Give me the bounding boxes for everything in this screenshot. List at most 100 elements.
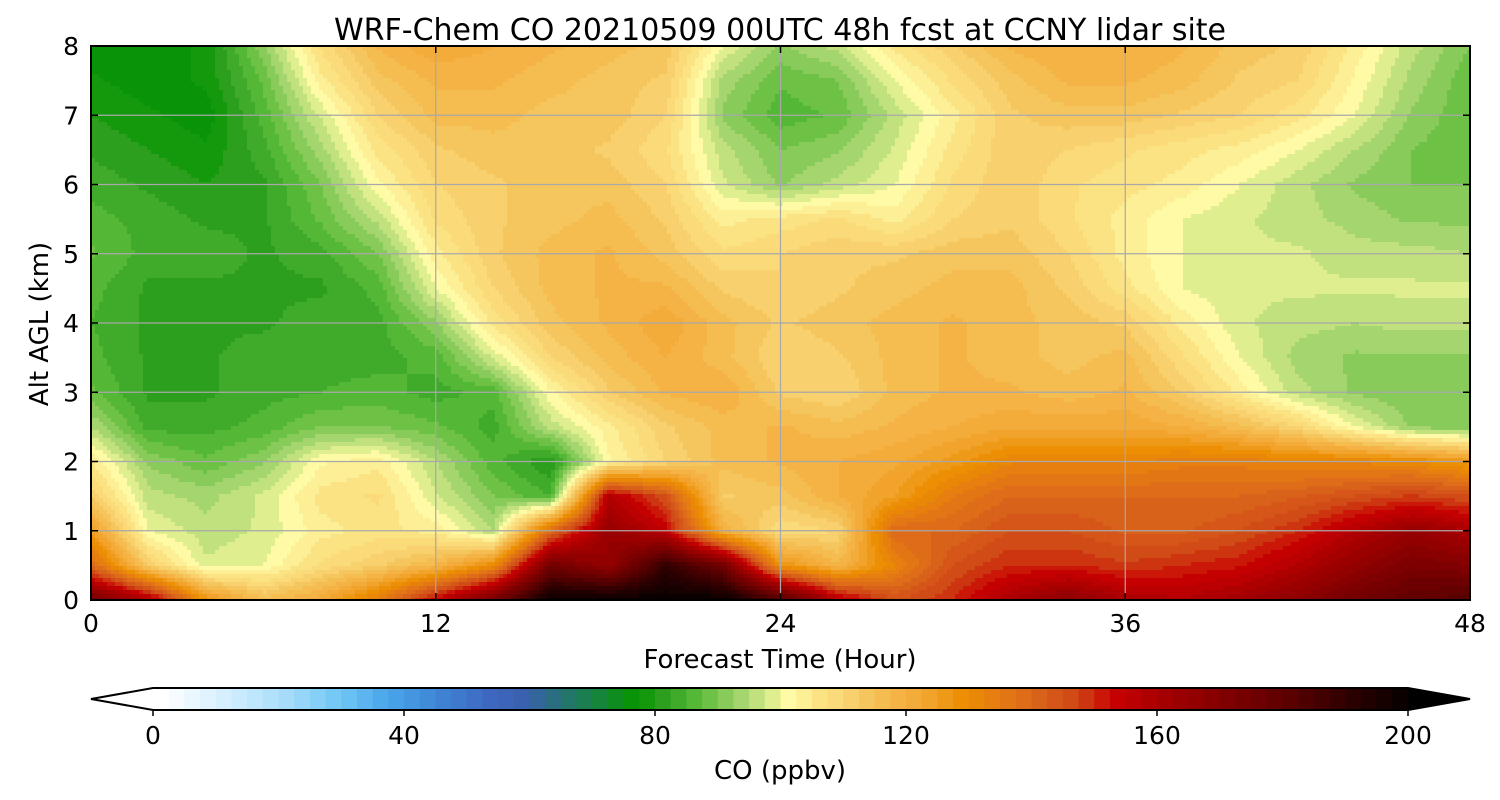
colorbar: 0 40 80 120 160 200 [91,688,1470,750]
y-tick-label: 0 [63,586,79,615]
colorbar-swatch [1283,688,1299,710]
colorbar-swatch [153,688,169,710]
colorbar-swatch [184,688,200,710]
colorbar-swatch [1000,688,1016,710]
colorbar-swatch [1188,688,1204,710]
colorbar-swatch [733,688,749,710]
y-tick-label: 6 [63,171,79,200]
y-axis-label: Alt AGL (km) [25,242,55,406]
colorbar-swatch [781,688,797,710]
y-tick-label: 8 [63,32,79,61]
x-tick-label: 12 [420,609,452,638]
colorbar-tick-label: 80 [639,721,671,750]
colorbar-swatch [1157,688,1173,710]
colorbar-swatch [592,688,608,710]
colorbar-swatch [718,688,734,710]
colorbar-swatch [1047,688,1063,710]
colorbar-swatch [655,688,671,710]
colorbar-tick-label: 120 [882,721,930,750]
colorbar-swatch [937,688,953,710]
colorbar-swatch [608,688,624,710]
colorbar-swatch [294,688,310,710]
colorbar-swatch [1173,688,1189,710]
colorbar-min-extension [91,688,153,710]
colorbar-swatch [1094,688,1110,710]
colorbar-swatch [1298,688,1314,710]
colorbar-swatch [906,688,922,710]
colorbar-swatch [1016,688,1032,710]
colorbar-swatch [388,688,404,710]
colorbar-swatch [435,688,451,710]
colorbar-swatch [671,688,687,710]
colorbar-swatch [169,688,185,710]
y-tick-label: 7 [63,101,79,130]
x-tick-label: 24 [765,609,797,638]
colorbar-swatch [404,688,420,710]
chart-title: WRF-Chem CO 20210509 00UTC 48h fcst at C… [334,13,1226,48]
colorbar-swatch [1330,688,1346,710]
y-tick-label: 4 [63,309,79,338]
colorbar-swatch [561,688,577,710]
colorbar-label: CO (ppbv) [714,756,846,786]
colorbar-swatch [1377,688,1393,710]
colorbar-swatch [577,688,593,710]
colorbar-swatch [1063,688,1079,710]
colorbar-swatch [624,688,640,710]
colorbar-swatch [843,688,859,710]
colorbar-swatch [639,688,655,710]
colorbar-swatch [1204,688,1220,710]
colorbar-swatch [420,688,436,710]
colorbar-swatch [1392,688,1408,710]
colorbar-swatch [922,688,938,710]
y-tick-label: 1 [63,517,79,546]
colorbar-swatch [357,688,373,710]
colorbar-swatch [1267,688,1283,710]
colorbar-tick-label: 160 [1133,721,1181,750]
colorbar-swatch [984,688,1000,710]
colorbar-swatch [969,688,985,710]
colorbar-swatch [1220,688,1236,710]
colorbar-swatch [1032,688,1048,710]
colorbar-swatch [467,688,483,710]
colorbar-swatch [1314,688,1330,710]
colorbar-swatch [686,688,702,710]
colorbar-swatch [545,688,561,710]
colorbar-swatch [765,688,781,710]
x-axis-label: Forecast Time (Hour) [643,645,916,675]
colorbar-swatch [1126,688,1142,710]
colorbar-swatch [341,688,357,710]
colorbar-swatch [530,688,546,710]
colorbar-swatch [247,688,263,710]
colorbar-swatch [812,688,828,710]
x-tick-label: 0 [83,609,99,638]
y-tick-label: 3 [63,378,79,407]
colorbar-swatch [451,688,467,710]
colorbar-swatch [859,688,875,710]
colorbar-swatch [953,688,969,710]
colorbar-swatch [1235,688,1251,710]
colorbar-swatch [514,688,530,710]
y-tick-label: 5 [63,240,79,269]
colorbar-tick-label: 40 [388,721,420,750]
colorbar-swatch [1361,688,1377,710]
colorbar-swatch [498,688,514,710]
colorbar-swatch [373,688,389,710]
x-tick-label: 48 [1454,609,1486,638]
colorbar-max-extension [1408,688,1470,710]
colorbar-swatch [326,688,342,710]
colorbar-swatch [1345,688,1361,710]
colorbar-swatch [231,688,247,710]
colorbar-swatch [482,688,498,710]
colorbar-swatch [1079,688,1095,710]
colorbar-swatch [796,688,812,710]
colorbar-swatch [890,688,906,710]
colorbar-swatch [310,688,326,710]
x-tick-label: 36 [1109,609,1141,638]
y-tick-label: 2 [63,448,79,477]
colorbar-swatch [828,688,844,710]
colorbar-swatch [1141,688,1157,710]
colorbar-swatch [1251,688,1267,710]
colorbar-tick-label: 0 [145,721,161,750]
colorbar-swatch [749,688,765,710]
